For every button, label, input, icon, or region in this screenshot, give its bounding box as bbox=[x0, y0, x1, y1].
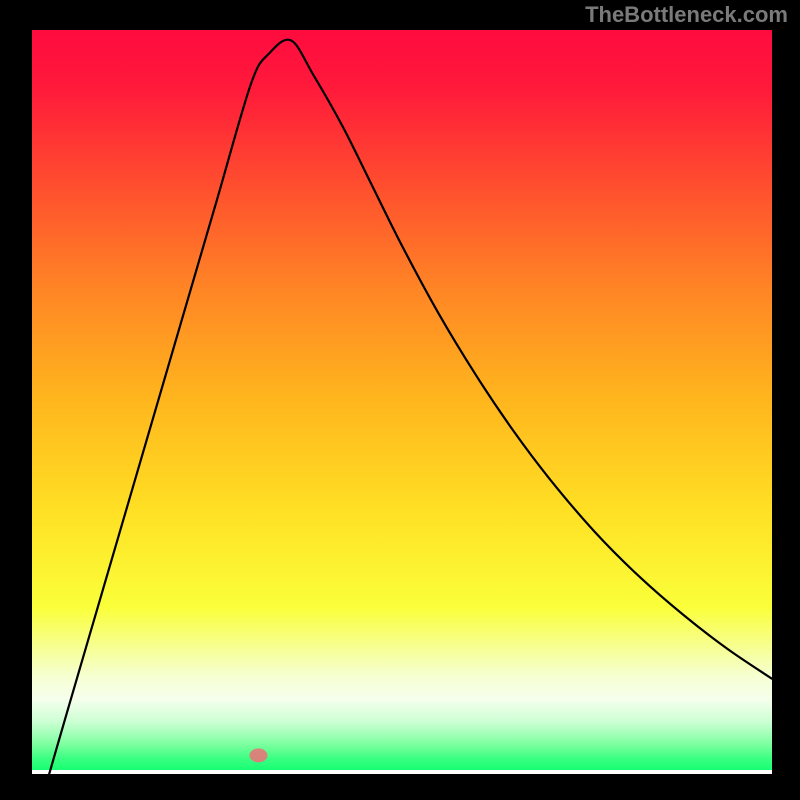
curve-layer bbox=[32, 30, 772, 774]
watermark-text: TheBottleneck.com bbox=[585, 2, 788, 28]
optimum-marker bbox=[249, 748, 267, 762]
plot-area bbox=[32, 30, 772, 774]
chart-container: TheBottleneck.com bbox=[0, 0, 800, 800]
bottleneck-curve bbox=[32, 40, 772, 774]
